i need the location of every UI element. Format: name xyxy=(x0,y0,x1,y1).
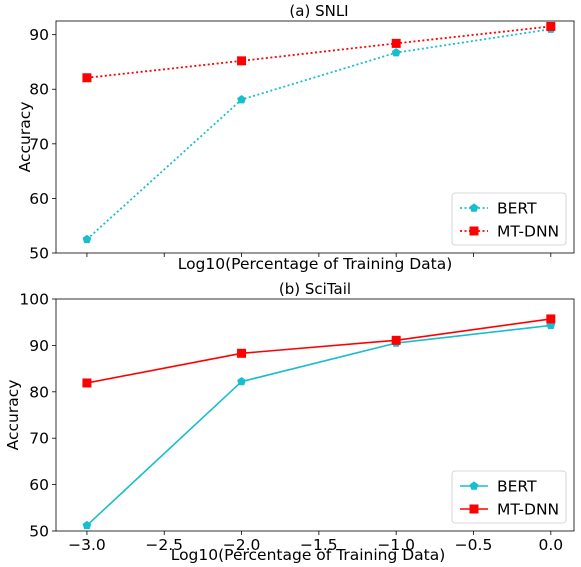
data-point xyxy=(546,21,556,31)
x-tick-label: 0.0 xyxy=(538,536,563,554)
data-point xyxy=(237,56,247,66)
legend-marker xyxy=(469,481,479,490)
data-point xyxy=(391,335,401,345)
x-tick-label: −0.5 xyxy=(455,536,493,554)
x-tick-label: −1.5 xyxy=(300,536,338,554)
legend-marker xyxy=(469,226,479,236)
legend-box xyxy=(451,470,567,524)
x-axis-label-snli: Log10(Percentage of Training Data) xyxy=(178,255,453,273)
plot-area-scitail xyxy=(55,298,575,532)
x-axis-snli xyxy=(86,253,552,257)
legend-marker xyxy=(469,203,479,212)
y-axis-label-scitail: Accuracy xyxy=(4,380,22,451)
data-point xyxy=(546,314,556,324)
series-line-mt-dnn xyxy=(86,25,551,79)
x-tick-label: −1.0 xyxy=(377,536,415,554)
y-tick-label: 50 xyxy=(29,523,49,541)
data-point xyxy=(82,378,92,388)
x-axis-scitail: −3.0 −2.5 −2.0 −1.5 −1.0 −0.5 0.0 xyxy=(68,531,563,554)
y-axis-scitail: 50 60 70 80 90 100 xyxy=(19,291,56,541)
legend-label: MT-DNN xyxy=(497,501,559,519)
x-tick-label: −2.5 xyxy=(145,536,183,554)
chart-title-snli: (a) SNLI xyxy=(289,2,348,20)
y-tick-label: 60 xyxy=(29,190,49,208)
chart-panel-snli: (a) SNLI 50 60 70 80 90 Accuracy Log10(Perce… xyxy=(16,2,575,273)
data-point xyxy=(391,48,401,57)
series-group-snli xyxy=(82,21,556,244)
y-tick-label: 70 xyxy=(29,430,49,448)
y-axis-snli: 50 60 70 80 90 xyxy=(29,26,56,263)
x-axis-label-scitail: Log10(Percentage of Training Data) xyxy=(171,546,446,564)
series-line-bert xyxy=(86,28,551,241)
legend-label: BERT xyxy=(497,478,537,496)
legend-box xyxy=(451,192,567,246)
chart-title-scitail: (b) SciTail xyxy=(279,280,351,298)
data-point xyxy=(82,73,92,83)
legend-snli: BERT MT-DNN xyxy=(451,192,567,246)
data-point xyxy=(237,95,246,104)
y-tick-label: 60 xyxy=(29,476,49,494)
x-tick-label: −2.0 xyxy=(223,536,261,554)
plot-area-snli xyxy=(55,20,575,254)
series-line-mt-dnn xyxy=(86,318,551,384)
y-tick-label: 90 xyxy=(29,26,49,44)
legend-label: BERT xyxy=(497,200,537,218)
x-tick-label: −3.0 xyxy=(68,536,106,554)
y-axis-label-snli: Accuracy xyxy=(16,102,34,173)
data-point xyxy=(237,376,246,386)
y-tick-label: 50 xyxy=(29,245,49,263)
data-point xyxy=(237,348,247,358)
series-group-scitail xyxy=(82,314,556,530)
y-tick-label: 100 xyxy=(19,291,49,309)
y-tick-label: 90 xyxy=(29,337,49,355)
chart-panel-scitail: (b) SciTail 50 60 70 80 90 100 −3.0 −2.5 −2.0 −1… xyxy=(4,280,575,564)
y-tick-label: 70 xyxy=(29,135,49,153)
legend-label: MT-DNN xyxy=(497,223,559,241)
data-point xyxy=(391,38,401,48)
data-point xyxy=(82,520,92,530)
series-line-bert xyxy=(86,324,551,527)
data-point xyxy=(82,234,92,244)
legend-scitail: BERT MT-DNN xyxy=(451,470,567,524)
legend-marker xyxy=(469,504,479,514)
y-tick-label: 80 xyxy=(29,383,49,401)
y-tick-label: 80 xyxy=(29,81,49,99)
